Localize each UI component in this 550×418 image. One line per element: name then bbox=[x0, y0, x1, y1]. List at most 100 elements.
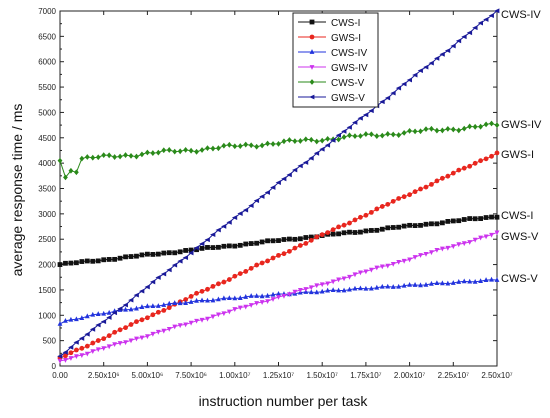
data-point bbox=[123, 340, 128, 346]
data-point bbox=[434, 55, 440, 61]
data-point bbox=[434, 178, 440, 184]
data-point bbox=[428, 60, 434, 66]
data-point bbox=[297, 236, 303, 242]
data-point bbox=[123, 254, 128, 260]
legend-label: CWS-I bbox=[331, 18, 360, 29]
data-point bbox=[303, 240, 309, 246]
data-point bbox=[188, 250, 194, 256]
data-point bbox=[139, 317, 145, 323]
data-point bbox=[177, 148, 183, 155]
data-point bbox=[368, 285, 374, 291]
data-point bbox=[423, 282, 429, 287]
data-point bbox=[139, 151, 145, 158]
data-point bbox=[123, 306, 128, 312]
data-point bbox=[276, 295, 281, 300]
data-point bbox=[472, 25, 478, 31]
data-point bbox=[358, 270, 363, 276]
data-point bbox=[172, 300, 178, 305]
data-point bbox=[385, 225, 391, 231]
data-point bbox=[347, 220, 352, 226]
data-point bbox=[106, 309, 112, 315]
data-point bbox=[488, 13, 494, 18]
data-point bbox=[68, 344, 74, 350]
data-point bbox=[63, 358, 68, 363]
legend-item: CWS-I bbox=[298, 18, 360, 29]
data-point bbox=[276, 140, 281, 147]
data-point bbox=[123, 152, 128, 158]
data-point bbox=[357, 115, 363, 121]
series-cws-i bbox=[57, 214, 500, 267]
data-point bbox=[139, 335, 145, 341]
data-point bbox=[281, 138, 287, 145]
data-point bbox=[90, 349, 96, 355]
data-point bbox=[216, 145, 221, 152]
data-point bbox=[128, 306, 134, 312]
series-end-label: CWS-IV bbox=[501, 9, 541, 21]
data-point bbox=[325, 287, 331, 293]
data-point bbox=[199, 147, 205, 153]
data-point bbox=[166, 300, 172, 306]
y-axis-title: average response time / ms bbox=[9, 104, 25, 277]
data-point bbox=[314, 283, 320, 289]
data-point bbox=[417, 68, 423, 73]
data-point bbox=[341, 222, 347, 228]
data-point bbox=[445, 125, 451, 132]
data-point bbox=[444, 48, 451, 54]
data-point bbox=[259, 239, 265, 245]
data-point bbox=[95, 258, 101, 264]
data-point bbox=[166, 267, 172, 273]
data-point bbox=[276, 238, 281, 243]
data-point bbox=[407, 127, 412, 134]
data-point bbox=[95, 311, 101, 316]
data-point bbox=[347, 229, 352, 235]
data-point bbox=[276, 291, 281, 296]
data-point bbox=[418, 282, 423, 288]
data-point bbox=[232, 295, 238, 301]
data-point bbox=[489, 153, 494, 159]
data-point bbox=[220, 223, 227, 229]
data-point bbox=[439, 220, 445, 226]
data-point bbox=[429, 125, 434, 132]
data-point bbox=[478, 158, 484, 164]
data-point bbox=[106, 257, 112, 262]
data-point bbox=[248, 203, 254, 209]
data-point bbox=[374, 133, 380, 139]
data-point bbox=[254, 262, 260, 268]
data-point bbox=[232, 243, 238, 249]
data-point bbox=[177, 300, 183, 306]
data-point bbox=[412, 72, 418, 78]
data-point bbox=[494, 277, 500, 282]
data-point bbox=[455, 38, 462, 44]
y-tick-label: 6000 bbox=[38, 58, 56, 67]
data-point bbox=[374, 206, 380, 212]
data-point bbox=[358, 229, 363, 235]
data-point bbox=[216, 296, 221, 302]
data-point bbox=[494, 8, 500, 14]
data-point bbox=[319, 288, 325, 294]
data-point bbox=[199, 297, 205, 303]
data-point bbox=[330, 287, 336, 293]
data-point bbox=[210, 145, 216, 152]
data-point bbox=[79, 345, 85, 351]
data-point bbox=[259, 194, 265, 199]
data-point bbox=[434, 280, 440, 286]
data-point bbox=[401, 223, 407, 229]
data-point bbox=[309, 94, 315, 100]
data-point bbox=[352, 217, 358, 223]
data-point bbox=[385, 201, 391, 207]
data-point bbox=[341, 230, 347, 236]
data-point bbox=[270, 238, 276, 244]
data-point bbox=[341, 287, 347, 293]
data-point bbox=[243, 304, 249, 310]
end-labels: CWS-I GWS-I CWS-V GWS-V GWS-IV CWS-IV bbox=[501, 9, 542, 285]
data-point bbox=[297, 288, 303, 293]
data-point bbox=[483, 215, 489, 220]
data-point bbox=[205, 145, 210, 151]
data-point bbox=[243, 269, 249, 274]
data-point bbox=[139, 252, 145, 258]
data-point bbox=[467, 278, 473, 284]
data-point bbox=[478, 278, 484, 284]
y-tick-label: 7000 bbox=[38, 7, 56, 16]
data-point bbox=[439, 280, 445, 286]
